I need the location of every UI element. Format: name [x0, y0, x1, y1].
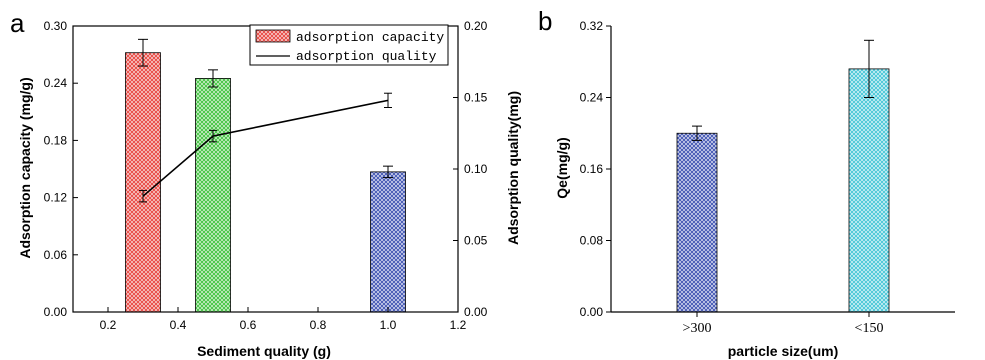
panel-a-x-axis-label: Sediment quality (g) [197, 343, 331, 359]
panel-a-line-series [139, 92, 392, 203]
legend-label-quality: adsorption quality [296, 49, 437, 64]
y-tick-label-0: 0.00 [580, 305, 604, 319]
y-tick-label-3: 0.24 [580, 91, 604, 105]
bar-1 [848, 68, 890, 313]
y-tick-label-1: 0.06 [44, 248, 68, 262]
x-tick-label-0: 0.2 [100, 318, 117, 332]
y2-tick-label-2: 0.10 [464, 162, 488, 176]
bar-0 [676, 132, 718, 313]
y-tick-label-3: 0.18 [44, 133, 68, 147]
bar-0 [125, 52, 161, 313]
adsorption-quality-line [142, 99, 389, 197]
panel-a-letter: a [10, 8, 25, 38]
panel-a-y2-axis-label: Adsorption quality(mg) [505, 91, 521, 245]
x-tick-label-4: 1.0 [380, 318, 397, 332]
y-tick-label-0: 0.00 [44, 305, 68, 319]
panel-b: b >300 <150 0.00 0.08 0.16 0.24 0.32 particle … [538, 6, 955, 359]
panel-b-letter: b [538, 6, 552, 36]
x-tick-label-3: 0.8 [310, 318, 327, 332]
bar-1 [195, 78, 231, 313]
legend-swatch-capacity [255, 29, 291, 43]
y-tick-label-4: 0.24 [44, 76, 68, 90]
panel-a: a 0.000.060.120.180.240.300.000.050.100.… [10, 8, 521, 359]
y-tick-label-1: 0.08 [580, 234, 604, 248]
panel-b-bars [676, 39, 890, 313]
y2-tick-label-1: 0.05 [464, 234, 488, 248]
bar-2 [370, 171, 406, 313]
panel-a-legend: adsorption capacity adsorption quality [249, 24, 449, 66]
y-tick-label-5: 0.30 [44, 19, 68, 33]
y2-tick-label-0: 0.00 [464, 305, 488, 319]
panel-b-x-axis-label: particle size(um) [728, 343, 838, 359]
y2-tick-label-3: 0.15 [464, 91, 488, 105]
y-tick-label-2: 0.12 [44, 191, 68, 205]
y-tick-label-2: 0.16 [580, 162, 604, 176]
y2-tick-label-4: 0.20 [464, 19, 488, 33]
panel-a-axes: 0.00 0.06 0.12 0.18 0.24 0.30 0.00 0.05 0.10 0.15… [44, 19, 488, 332]
panel-b-y-axis-label: Qe(mg/g) [554, 137, 570, 198]
panel-a-bars [125, 38, 406, 313]
y-tick-label-4: 0.32 [580, 19, 604, 33]
x-tick-label-2: 0.6 [240, 318, 257, 332]
panel-b-axes: >300 <150 0.00 0.08 0.16 0.24 0.32 [580, 19, 955, 336]
panel-a-y-axis-label: Adsorption capacity (mg/g) [17, 77, 33, 258]
x-tick-label-1: <150 [855, 321, 884, 336]
x-tick-label-5: 1.2 [450, 318, 467, 332]
x-tick-label-1: 0.4 [170, 318, 187, 332]
legend-label-capacity: adsorption capacity [296, 30, 444, 45]
x-tick-label-0: >300 [683, 321, 712, 336]
